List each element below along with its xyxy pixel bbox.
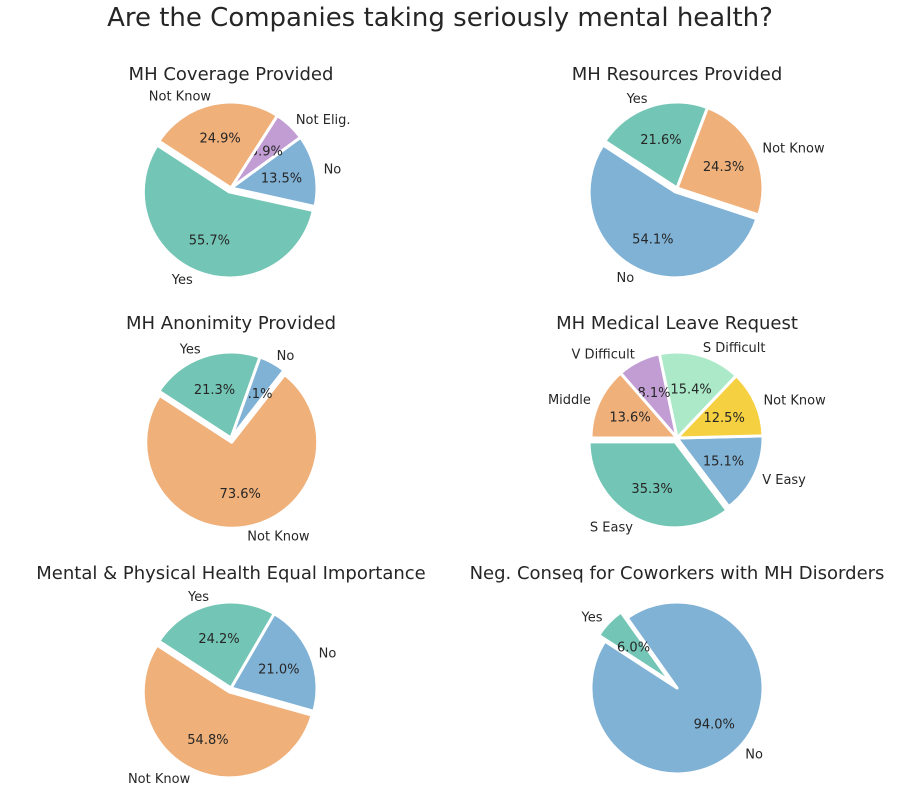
slice-label: Yes bbox=[626, 92, 648, 107]
slice-label: Yes bbox=[581, 611, 603, 626]
slice-percent-label: 54.1% bbox=[632, 232, 673, 247]
pie-slice-no bbox=[229, 612, 319, 713]
pie-slice-middle bbox=[589, 371, 679, 440]
pie-slice-no bbox=[587, 143, 759, 280]
pie-panel-mh-coverage-provided: MH Coverage Provided Yes 55.7% No 13.5% Not E… bbox=[129, 64, 351, 288]
slice-label: S Easy bbox=[590, 521, 633, 536]
slice-percent-label: 12.5% bbox=[704, 411, 745, 426]
panel-title: Mental & Physical Health Equal Importanc… bbox=[36, 563, 425, 584]
pie-slice-yes bbox=[597, 610, 673, 684]
slice-label: No bbox=[617, 271, 635, 286]
slice-label: S Difficult bbox=[703, 341, 766, 356]
slice-label: V Difficult bbox=[572, 347, 635, 362]
pie-slice-yes bbox=[157, 350, 262, 440]
pie-slice-s-difficult bbox=[657, 350, 738, 440]
slice-label: Yes bbox=[179, 342, 201, 357]
pie-panel-neg-conseq-for-coworkers-with-mh-disorders: Neg. Conseq for Coworkers with MH Disord… bbox=[470, 563, 885, 776]
pie-slice-yes bbox=[603, 100, 709, 190]
slice-percent-label: 6.0% bbox=[617, 640, 650, 655]
slice-label: Not Elig. bbox=[296, 113, 351, 128]
slice-label: Not Know bbox=[128, 772, 191, 787]
slice-percent-label: 13.6% bbox=[609, 411, 650, 426]
pie-slice-no bbox=[589, 600, 765, 776]
panel-title: Neg. Conseq for Coworkers with MH Disord… bbox=[470, 563, 885, 584]
pie-slice-yes bbox=[157, 600, 276, 690]
slice-percent-label: 54.8% bbox=[187, 733, 228, 748]
pie-slice-not-know bbox=[157, 100, 279, 190]
slice-percent-label: 24.3% bbox=[703, 160, 744, 175]
slice-label: Not Know bbox=[247, 530, 310, 545]
slice-percent-label: 8.1% bbox=[637, 386, 670, 401]
slice-label: V Easy bbox=[762, 473, 806, 488]
slice-label: Yes bbox=[187, 590, 209, 605]
slice-label: No bbox=[319, 646, 337, 661]
slice-label: Not Know bbox=[763, 394, 826, 409]
slice-percent-label: 21.0% bbox=[258, 663, 299, 678]
pie-panel-mental-physical-health-equal-importance: Mental & Physical Health Equal Importanc… bbox=[36, 563, 425, 787]
slice-percent-label: 15.1% bbox=[703, 454, 744, 469]
slice-label: No bbox=[277, 349, 295, 364]
pie-slice-no bbox=[229, 135, 319, 209]
slice-percent-label: 24.9% bbox=[199, 132, 240, 147]
slice-label: Not Know bbox=[762, 141, 825, 156]
figure-title: Are the Companies taking seriously menta… bbox=[107, 3, 773, 33]
pie-slice-s-easy bbox=[587, 440, 729, 530]
slice-percent-label: 55.7% bbox=[189, 234, 230, 249]
slice-percent-label: 15.4% bbox=[670, 382, 711, 397]
pie-slice-not-know bbox=[141, 643, 314, 780]
slice-label: No bbox=[324, 163, 342, 178]
pie-slice-not-know bbox=[144, 373, 320, 530]
slice-percent-label: 13.5% bbox=[261, 171, 302, 186]
slice-percent-label: 35.3% bbox=[631, 482, 672, 497]
panel-title: MH Medical Leave Request bbox=[556, 313, 798, 334]
slice-percent-label: 21.3% bbox=[194, 383, 235, 398]
panel-title: MH Coverage Provided bbox=[129, 64, 334, 85]
slice-percent-label: 94.0% bbox=[694, 718, 735, 733]
pie-panel-mh-medical-leave-request: MH Medical Leave Request S Easy 35.3% V Eas… bbox=[548, 313, 826, 536]
slice-percent-label: 21.6% bbox=[640, 133, 681, 148]
pie-slice-yes bbox=[141, 143, 315, 280]
slice-label: Yes bbox=[171, 273, 193, 288]
slice-label: Middle bbox=[548, 393, 591, 408]
slice-label: Not Know bbox=[149, 90, 212, 105]
pie-slice-v-easy bbox=[675, 434, 765, 509]
panel-title: MH Anonimity Provided bbox=[126, 313, 336, 334]
slice-percent-label: 73.6% bbox=[220, 487, 261, 502]
slice-label: No bbox=[745, 747, 763, 762]
panel-title: MH Resources Provided bbox=[572, 64, 783, 85]
slice-percent-label: 24.2% bbox=[198, 632, 239, 647]
pie-panel-mh-resources-provided: MH Resources Provided No 54.1% Not Know 24.3… bbox=[572, 64, 825, 286]
